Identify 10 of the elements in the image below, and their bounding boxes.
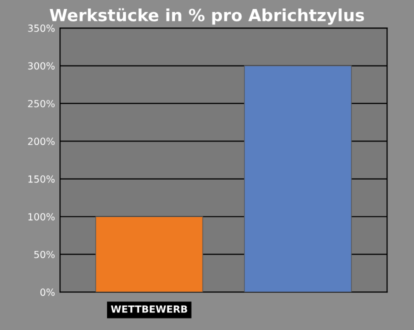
chart-title: Werkstücke in % pro Abrichtzylus <box>50 8 364 25</box>
y-tick-label: 300% <box>28 62 55 70</box>
y-tick-label: 350% <box>28 24 55 32</box>
y-tick-label: 100% <box>28 213 55 220</box>
y-tick-label: 250% <box>28 100 55 108</box>
x-tick-label: WETTBEWERB <box>110 306 188 313</box>
y-tick-label: 200% <box>28 138 55 146</box>
y-tick-label: 0% <box>40 288 55 296</box>
y-tick-label: 150% <box>28 175 55 183</box>
y-tick-label: 50% <box>34 250 55 258</box>
